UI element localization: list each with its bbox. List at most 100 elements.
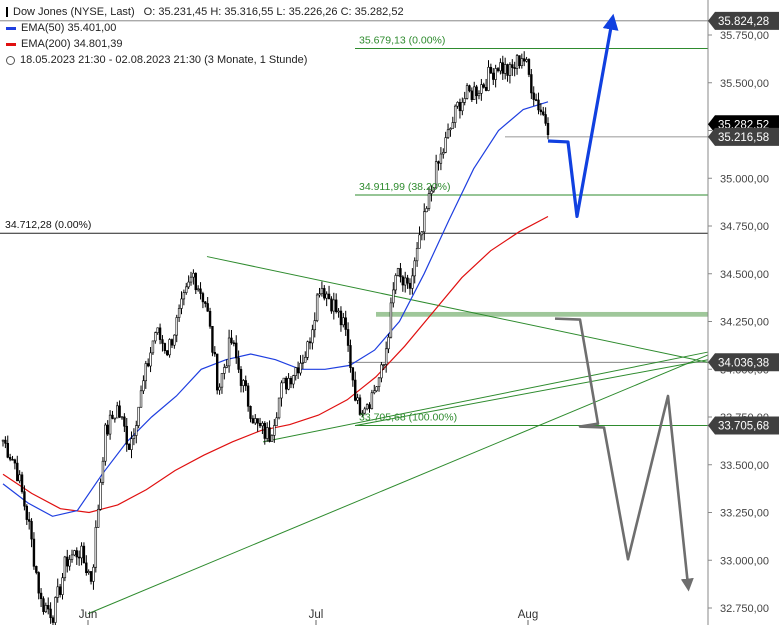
candle-body bbox=[8, 457, 12, 460]
y-tick-label: 33.000,00 bbox=[720, 555, 769, 567]
candle-body bbox=[489, 66, 493, 74]
candle-body bbox=[270, 435, 274, 442]
candle-body bbox=[323, 288, 326, 299]
candle-body bbox=[161, 339, 164, 344]
candle-body bbox=[394, 275, 397, 291]
candle-body bbox=[61, 577, 64, 595]
candle-body bbox=[311, 329, 314, 344]
candle-body bbox=[420, 231, 424, 236]
candle-body bbox=[425, 208, 428, 213]
candle-body bbox=[299, 362, 302, 374]
candle-body bbox=[315, 294, 319, 321]
candle-body bbox=[337, 310, 340, 313]
candle-body bbox=[56, 586, 59, 598]
candle-body bbox=[475, 86, 478, 97]
candle-body bbox=[249, 406, 252, 419]
candle-body bbox=[396, 268, 400, 276]
candle-body bbox=[168, 339, 171, 356]
candle-body bbox=[313, 320, 316, 331]
candle-body bbox=[277, 397, 281, 419]
candle-body bbox=[187, 281, 190, 288]
candle-body bbox=[463, 98, 466, 103]
candle-body bbox=[532, 92, 535, 100]
y-tick-label: 34.750,00 bbox=[720, 221, 769, 233]
candle-body bbox=[166, 350, 169, 356]
candle-body bbox=[387, 336, 390, 350]
candle-body bbox=[368, 404, 371, 409]
candle-body bbox=[325, 293, 328, 299]
candle-body bbox=[227, 337, 231, 367]
candle-body bbox=[237, 357, 240, 370]
candle-body bbox=[163, 343, 167, 351]
bullish-projection-arrow bbox=[547, 13, 619, 219]
candle-body bbox=[494, 68, 497, 80]
price-tag bbox=[708, 127, 779, 146]
candle-body bbox=[87, 571, 90, 574]
candle-body bbox=[461, 102, 464, 112]
candle-body bbox=[344, 317, 347, 330]
y-tick-label: 32.750,00 bbox=[720, 603, 769, 615]
candle-body bbox=[218, 386, 221, 391]
instrument-name: Dow Jones (NYSE, Last) bbox=[13, 6, 135, 18]
candle-body bbox=[215, 353, 219, 391]
candle-body bbox=[484, 87, 488, 91]
candle-body bbox=[318, 293, 321, 296]
candle-body bbox=[113, 417, 117, 420]
candle-body bbox=[154, 332, 157, 342]
candle-body bbox=[211, 326, 214, 353]
candle-body bbox=[116, 405, 119, 419]
candle-body bbox=[473, 86, 476, 100]
channel-line bbox=[354, 359, 709, 427]
candle-body bbox=[294, 367, 297, 376]
price-tag-label: 35.824,28 bbox=[718, 16, 769, 28]
candle-body bbox=[327, 293, 331, 300]
candle-body bbox=[235, 342, 238, 359]
candle-body bbox=[251, 418, 255, 424]
price-tag bbox=[708, 11, 779, 30]
ema200-line bbox=[2, 215, 549, 514]
candle-body bbox=[73, 550, 76, 556]
candle-body bbox=[23, 491, 26, 507]
candle-body bbox=[415, 247, 419, 262]
candle-body bbox=[201, 293, 205, 303]
candle-body bbox=[346, 329, 350, 346]
candle-body bbox=[213, 352, 217, 355]
candle-body bbox=[513, 67, 516, 69]
candle-body bbox=[30, 521, 33, 540]
candle-body bbox=[192, 272, 195, 278]
candle-body bbox=[530, 74, 533, 94]
level-label: 34.911,99 (38.20%) bbox=[359, 181, 450, 193]
candle-body bbox=[156, 327, 159, 333]
y-tick-label: 34.250,00 bbox=[720, 317, 769, 329]
candle-body bbox=[332, 299, 336, 312]
candle-body bbox=[525, 59, 528, 62]
candle-body bbox=[106, 424, 109, 435]
price-tag bbox=[708, 353, 779, 372]
candle-body bbox=[146, 363, 150, 367]
candle-body bbox=[401, 276, 405, 286]
price-tag bbox=[708, 416, 779, 435]
candle-body bbox=[18, 474, 21, 482]
candle-body bbox=[77, 556, 81, 559]
candle-body bbox=[411, 275, 414, 289]
candle-body bbox=[339, 310, 343, 326]
candle-body bbox=[465, 85, 469, 99]
candle-body bbox=[437, 161, 440, 164]
candle-body bbox=[275, 417, 278, 426]
candle-body bbox=[308, 341, 312, 344]
candle-body bbox=[304, 357, 307, 363]
candle-body bbox=[4, 439, 7, 444]
candle-body bbox=[354, 379, 357, 401]
candle-body bbox=[63, 556, 67, 579]
candle-body bbox=[177, 308, 181, 318]
candle-body bbox=[16, 462, 19, 482]
candle-body bbox=[363, 408, 366, 414]
candle-body bbox=[487, 66, 490, 91]
candle-body bbox=[127, 443, 131, 450]
candle-body bbox=[392, 289, 395, 304]
level-label: 34.712,28 (0.00%) bbox=[5, 219, 91, 231]
candle-body bbox=[506, 64, 509, 76]
candle-body bbox=[220, 373, 224, 388]
candle-body bbox=[356, 397, 359, 401]
